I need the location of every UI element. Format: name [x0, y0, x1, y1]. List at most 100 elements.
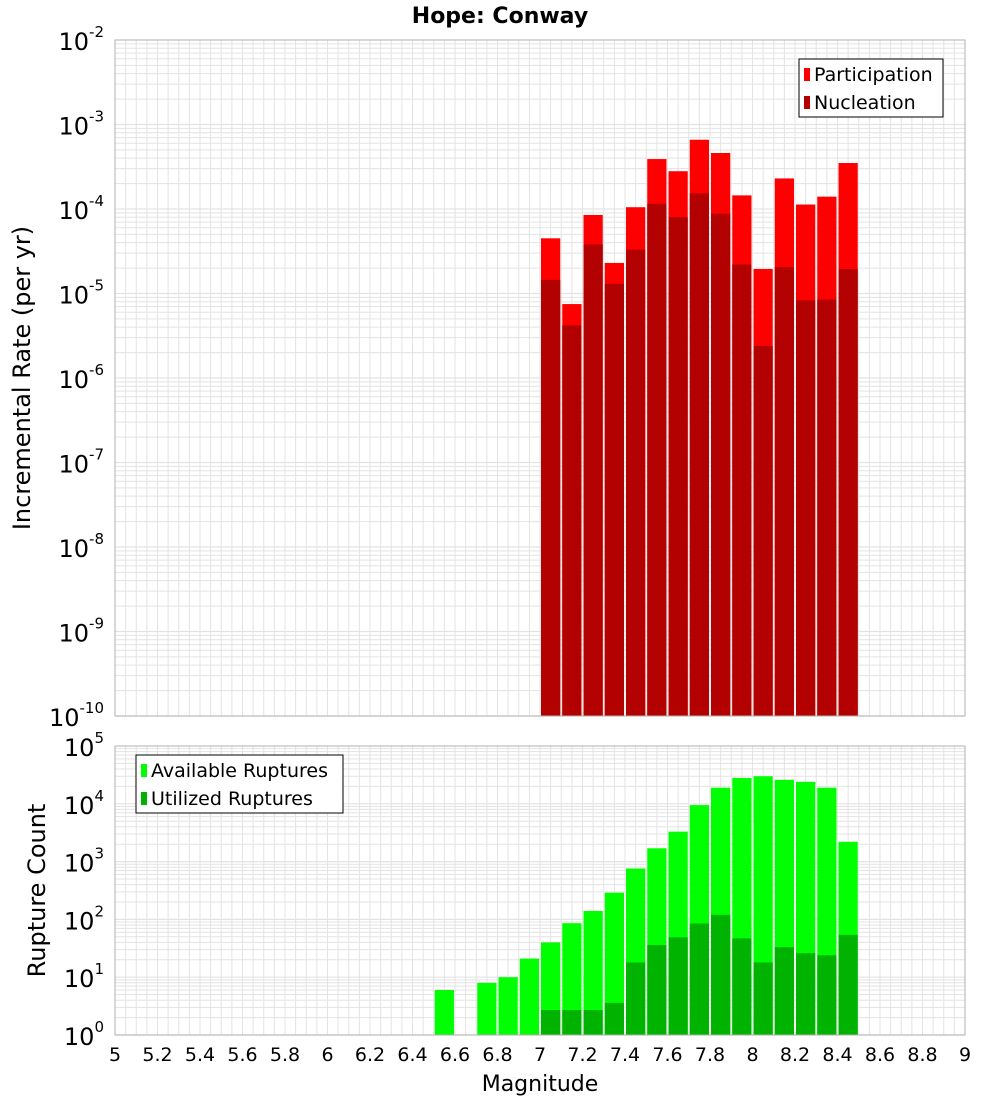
bar-nucleation [689, 193, 709, 717]
bar-utilized-ruptures [583, 1010, 603, 1035]
legend-swatch-utilized-ruptures [141, 792, 147, 805]
x-tick-label: 5.4 [185, 1044, 215, 1066]
bar-utilized-ruptures [817, 955, 837, 1035]
x-tick-label: 5.8 [270, 1044, 300, 1066]
bar-nucleation [838, 268, 858, 716]
x-axis-label: Magnitude [482, 1072, 599, 1097]
bar-utilized-ruptures [689, 923, 709, 1035]
y-tick-label: 10-6 [58, 361, 104, 394]
bar-available-ruptures [498, 977, 518, 1035]
x-tick-label: 8.8 [907, 1044, 937, 1066]
bar-utilized-ruptures [732, 938, 752, 1035]
bar-utilized-ruptures [796, 953, 816, 1035]
bottom-panel: 105 104 103 102 101 100 Rupture Count Availab… [23, 729, 966, 1051]
bar-utilized-ruptures [838, 934, 858, 1035]
y-tick-label: 103 [64, 845, 104, 878]
x-tick-label: 7 [534, 1044, 546, 1066]
bar-available-ruptures [604, 892, 624, 1035]
bar-nucleation [711, 213, 731, 716]
legend-box [798, 58, 944, 118]
bar-available-ruptures [434, 990, 454, 1035]
top-legend: Participation Nucleation [798, 58, 944, 118]
x-tick-label: 8.2 [780, 1044, 810, 1066]
y-tick-label: 100 [64, 1018, 104, 1051]
x-tick-label: 7.2 [567, 1044, 597, 1066]
bottom-bars [434, 776, 858, 1035]
y-tick-label: 102 [64, 902, 104, 935]
bar-available-ruptures [519, 958, 539, 1035]
bar-available-ruptures [583, 910, 603, 1035]
top-bars [541, 139, 858, 717]
x-tick-label: 6 [321, 1044, 333, 1066]
x-tick-label: 5 [109, 1044, 121, 1066]
top-grid [114, 40, 966, 717]
bottom-y-tick-labels: 105 104 103 102 101 100 [64, 729, 104, 1051]
x-tick-label: 5.2 [142, 1044, 172, 1066]
bar-nucleation [732, 264, 752, 716]
bar-utilized-ruptures [711, 914, 731, 1035]
bar-utilized-ruptures [541, 1010, 561, 1035]
legend-swatch-nucleation [804, 96, 810, 109]
y-tick-label: 105 [64, 729, 104, 762]
top-y-tick-labels: 10-2 10-3 10-4 10-5 10-6 10-7 10-8 10-9 10-10 [49, 23, 104, 732]
x-tick-label: 6.8 [482, 1044, 512, 1066]
bar-nucleation [753, 345, 773, 716]
x-tick-label: 6.4 [397, 1044, 427, 1066]
x-tick-label: 7.4 [610, 1044, 640, 1066]
x-tick-label: 8 [746, 1044, 758, 1066]
y-tick-label: 10-5 [58, 277, 104, 310]
bar-available-ruptures [562, 923, 582, 1035]
legend-label-utilized-ruptures: Utilized Ruptures [151, 788, 313, 810]
x-tick-label: 8.6 [865, 1044, 895, 1066]
bar-nucleation [583, 244, 603, 716]
x-tick-label: 5.6 [227, 1044, 257, 1066]
legend-label-participation: Participation [814, 64, 933, 86]
bar-utilized-ruptures [626, 962, 646, 1035]
bar-nucleation [817, 299, 837, 716]
x-tick-label: 6.2 [355, 1044, 385, 1066]
bar-nucleation [604, 283, 624, 716]
bottom-legend: Available Ruptures Utilized Ruptures [135, 754, 344, 814]
y-tick-label: 10-10 [49, 699, 104, 732]
legend-swatch-available-ruptures [141, 764, 147, 777]
x-tick-label: 6.6 [440, 1044, 470, 1066]
legend-label-available-ruptures: Available Ruptures [151, 760, 328, 782]
chart-title: Hope: Conway [412, 4, 588, 29]
y-tick-label: 10-7 [58, 446, 104, 479]
y-tick-label: 10-4 [58, 192, 104, 225]
top-y-axis-label: Incremental Rate (per yr) [8, 226, 36, 530]
y-tick-label: 101 [64, 960, 104, 993]
bar-nucleation [626, 249, 646, 716]
x-tick-label: 9 [959, 1044, 971, 1066]
y-tick-label: 10-2 [58, 23, 104, 56]
bar-utilized-ruptures [647, 945, 667, 1035]
y-tick-label: 10-3 [58, 108, 104, 141]
x-tick-label: 7.8 [695, 1044, 725, 1066]
y-tick-label: 104 [64, 787, 104, 820]
legend-box [135, 754, 344, 814]
bar-utilized-ruptures [753, 962, 773, 1035]
x-tick-label: 7.6 [652, 1044, 682, 1066]
x-tick-label: 8.4 [822, 1044, 852, 1066]
bar-nucleation [562, 325, 582, 716]
top-plot-frame [114, 39, 966, 717]
bar-nucleation [774, 267, 794, 716]
bar-nucleation [647, 203, 667, 716]
bar-utilized-ruptures [774, 947, 794, 1035]
bottom-y-axis-label: Rupture Count [23, 804, 51, 978]
bar-available-ruptures [477, 982, 497, 1035]
bar-utilized-ruptures [604, 1002, 624, 1035]
bar-nucleation [668, 217, 688, 716]
bar-utilized-ruptures [562, 1010, 582, 1035]
y-tick-label: 10-9 [58, 615, 104, 648]
bar-nucleation [796, 300, 816, 716]
y-tick-label: 10-8 [58, 530, 104, 563]
legend-label-nucleation: Nucleation [814, 92, 916, 114]
bar-nucleation [541, 279, 561, 716]
bar-utilized-ruptures [668, 937, 688, 1035]
top-panel: 10-2 10-3 10-4 10-5 10-6 10-7 10-8 10-9 10-10 In… [8, 23, 966, 732]
bottom-plot-frame [114, 745, 966, 1036]
x-tick-labels: 5 5.2 5.4 5.6 5.8 6 6.2 6.4 6.6 6.8 7 7.2 7.4 7.6 7.8 8… [109, 1044, 971, 1066]
legend-swatch-participation [804, 68, 810, 81]
